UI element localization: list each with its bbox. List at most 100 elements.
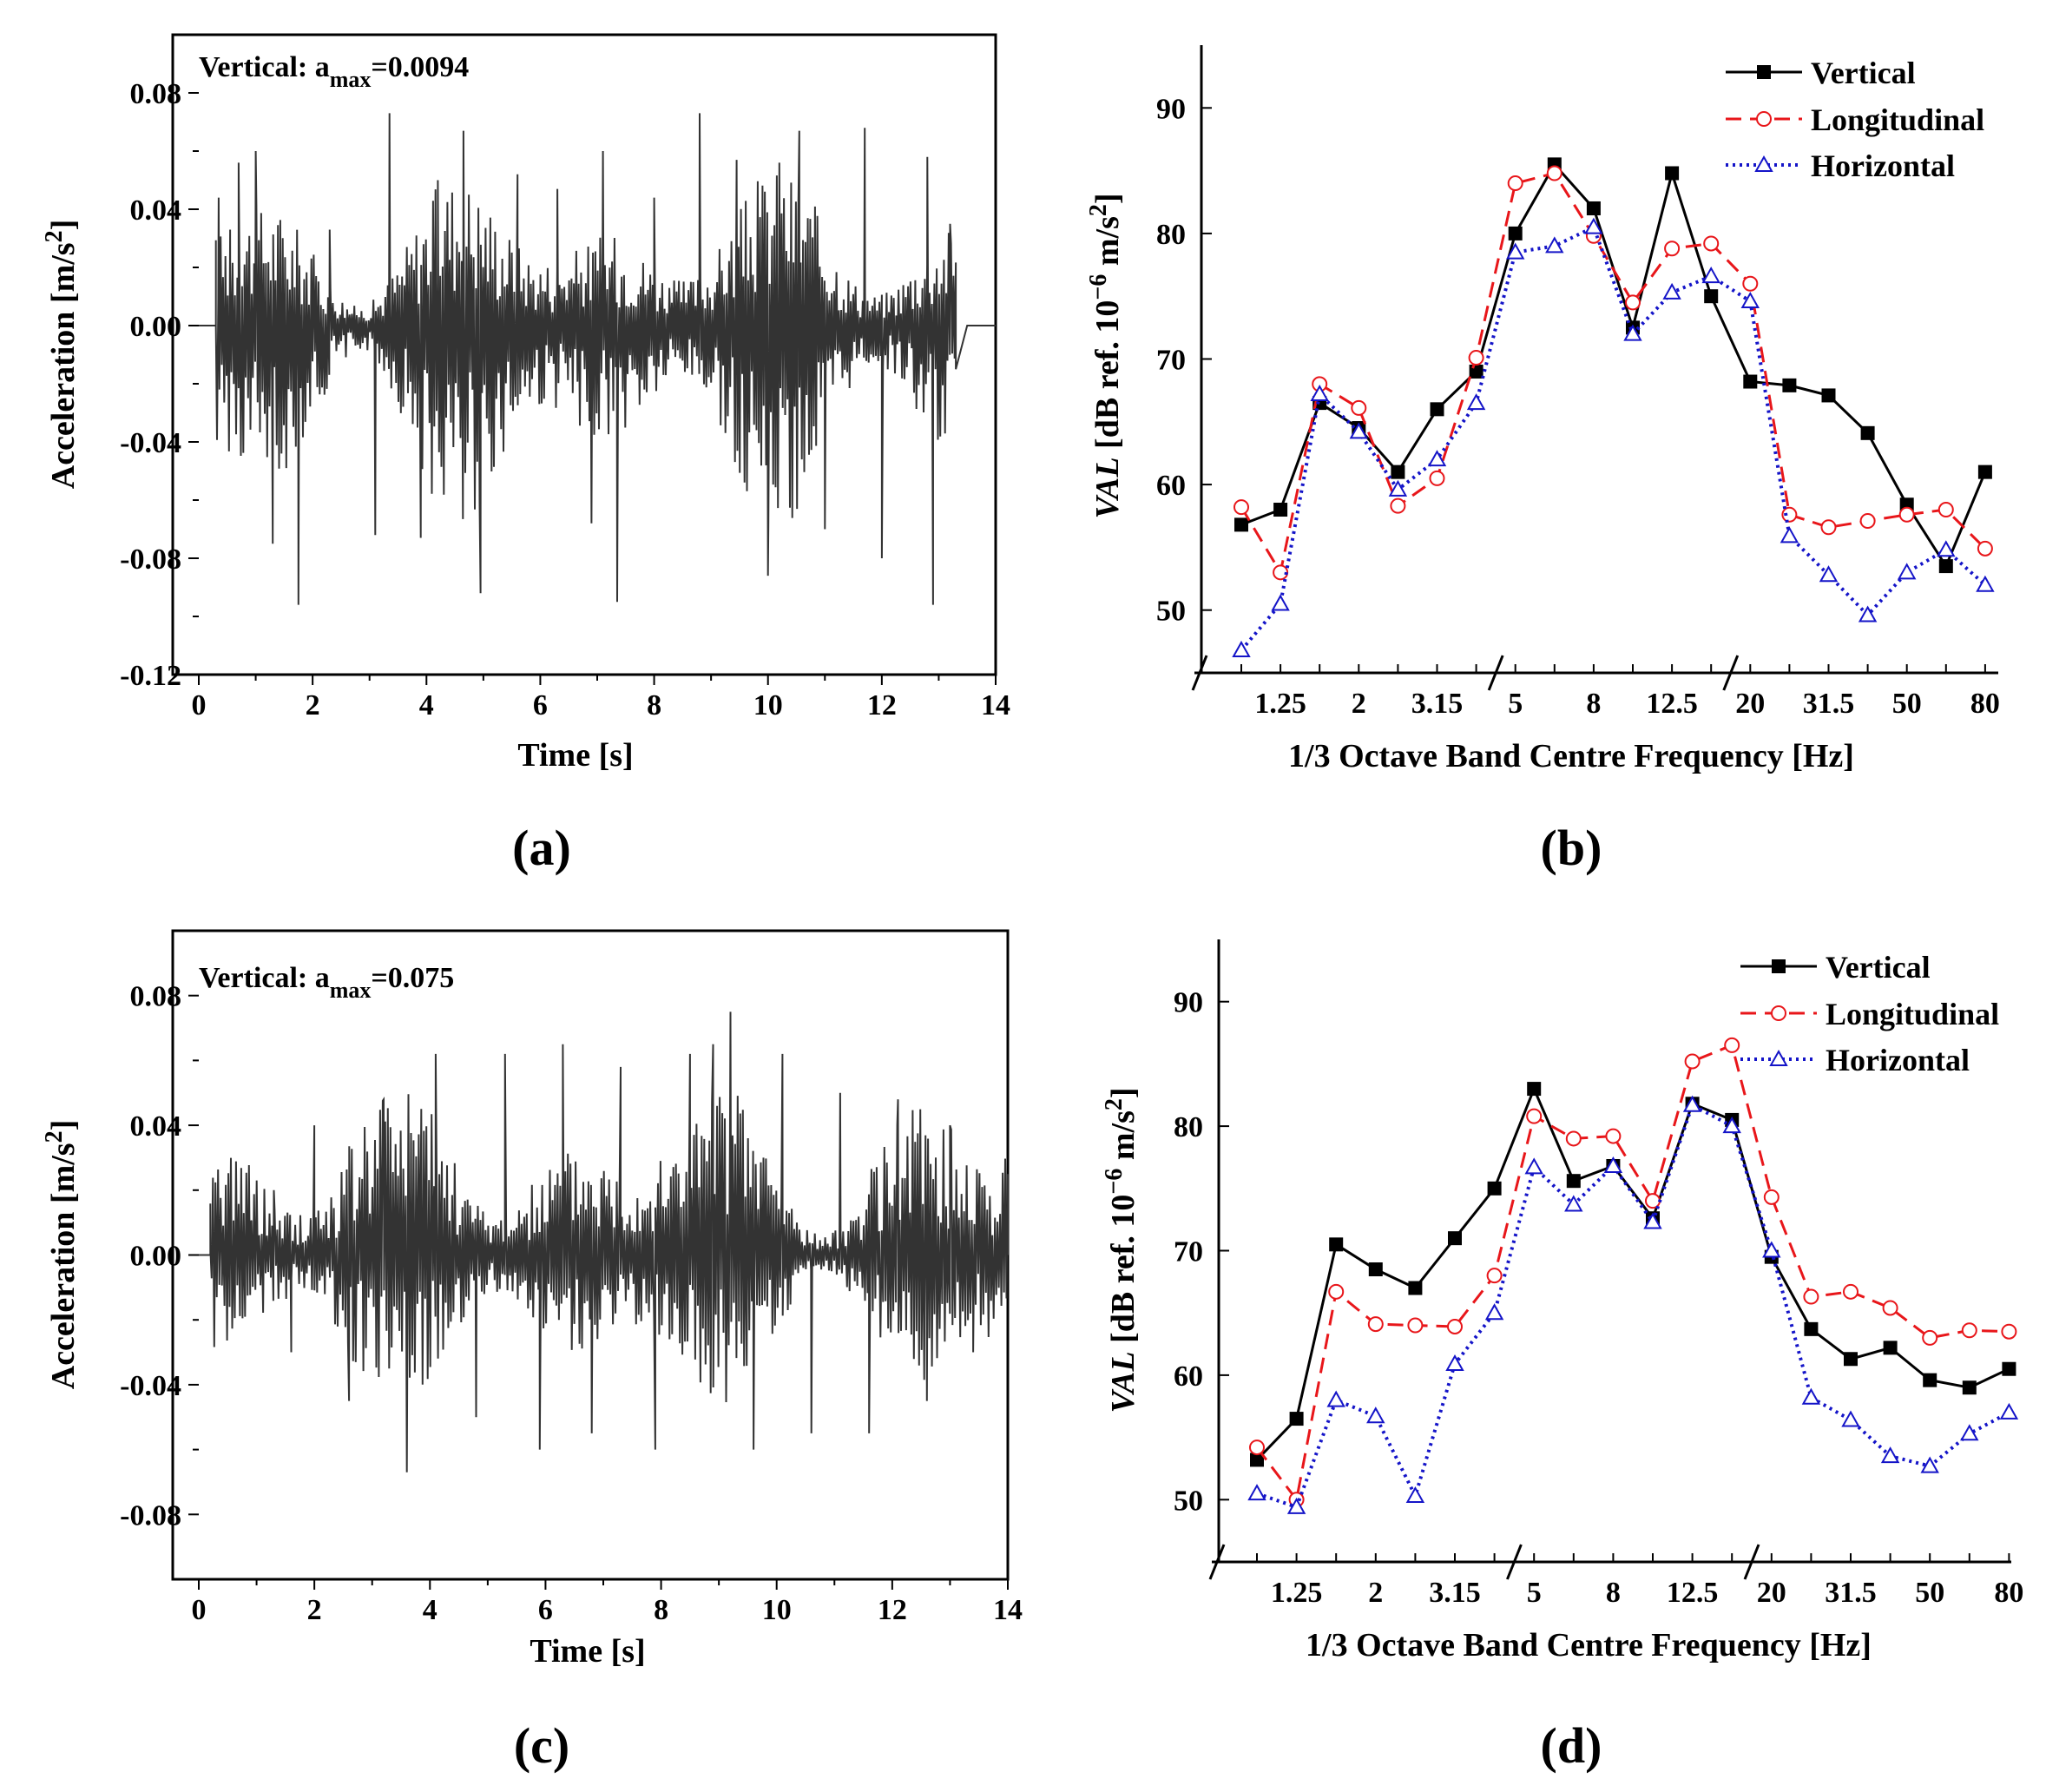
- panel-d-x-tick-label: 2: [1368, 1577, 1383, 1609]
- panel-d-point-horizontal: [1880, 1446, 1900, 1464]
- panel-a-x-tick-label: 6: [533, 689, 548, 721]
- panel-a-x-tick-label: 8: [647, 689, 661, 721]
- panel-a-x-tick-label: 2: [306, 689, 320, 721]
- panel-d-point-horizontal: [1564, 1195, 1583, 1212]
- panel-b-x-tick-label: 20: [1735, 688, 1765, 720]
- panel-d-point-vertical: [2002, 1361, 2016, 1376]
- panel-b-legend-horizontal: Horizontal: [1726, 148, 1955, 183]
- panel-b-point-vertical: [1860, 425, 1875, 440]
- panel-c-x-tick-label: 4: [423, 1594, 437, 1626]
- panel-d-point-longitudinal: [1724, 1037, 1740, 1053]
- panel-d-point-longitudinal: [1645, 1193, 1661, 1209]
- panel-b-series-horizontal: [1232, 217, 1995, 657]
- panel-d-axis-break: [1506, 1544, 1523, 1580]
- panel-d-point-vertical: [1883, 1341, 1898, 1355]
- panel-d-point-horizontal: [1326, 1390, 1345, 1407]
- panel-d-axis-ticks: 50 60 70 80 90 1.25 2 3.15 5 8 12.5 20 31.5 50 80: [1174, 987, 2023, 1609]
- panel-d-point-horizontal: [1366, 1407, 1385, 1424]
- panel-b-point-vertical: [1469, 364, 1484, 379]
- svg-text:Horizontal: Horizontal: [1811, 148, 1955, 183]
- panel-b-point-vertical: [1508, 226, 1523, 240]
- panel-b-point-longitudinal: [1507, 175, 1523, 192]
- panel-b-point-longitudinal: [1937, 502, 1954, 518]
- panel-c-x-tick-label: 0: [192, 1594, 207, 1626]
- panel-d-point-longitudinal: [1526, 1108, 1543, 1124]
- panel-b-point-longitudinal: [1351, 399, 1367, 416]
- panel-b-point-horizontal: [1623, 324, 1642, 341]
- panel-d-point-vertical: [1448, 1231, 1462, 1246]
- panel-a-y-tick-label: -0.12: [120, 660, 181, 692]
- panel-d-point-longitudinal: [1961, 1322, 1977, 1339]
- panel-b-point-horizontal: [1388, 479, 1408, 497]
- panel-d-point-horizontal: [1484, 1303, 1504, 1321]
- panel-b-point-vertical: [1234, 517, 1248, 532]
- panel-b-legend: Vertical Longitudinal Horizontal: [1726, 56, 1984, 183]
- panel-b-y-tick-label: 50: [1156, 596, 1186, 628]
- panel-b-point-vertical: [1391, 464, 1405, 479]
- panel-b-point-longitudinal: [1977, 540, 1993, 557]
- panel-b-line-longitudinal: [1240, 171, 1986, 576]
- panel-b-point-horizontal: [1545, 236, 1564, 254]
- panel-b-x-axis-title: 1/3 Octave Band Centre Frequency [Hz]: [1288, 738, 1854, 774]
- panel-d-point-vertical: [1329, 1237, 1344, 1252]
- panel-d-legend: Vertical Longitudinal Horizontal: [1740, 950, 1999, 1077]
- panel-b-point-vertical: [1665, 166, 1680, 181]
- panel-d-point-vertical: [1408, 1281, 1423, 1295]
- panel-a-y-tick-label: -0.04: [120, 427, 181, 459]
- panel-d-point-horizontal: [1960, 1424, 1979, 1441]
- panel-c-y-tick-label: 0.04: [130, 1110, 182, 1143]
- panel-d-x-tick-label: 5: [1527, 1577, 1542, 1609]
- panel-b-point-vertical: [1586, 201, 1601, 215]
- panel-b-y-axis-title: VAL [dB ref. 10−6 m/s2]: [1085, 193, 1126, 518]
- panel-b-axis-breaks: [1191, 655, 1740, 691]
- panel-b-axis-break: [1722, 655, 1740, 691]
- panel-d-axis-break: [1743, 1544, 1760, 1580]
- panel-c-annotation: Vertical: amax=0.075: [199, 962, 454, 1003]
- panel-b-line-horizontal: [1240, 224, 1987, 652]
- panel-b-point-longitudinal: [1703, 235, 1720, 252]
- panel-b-point-vertical: [1977, 464, 1992, 479]
- panel-b-line-vertical: [1240, 161, 1987, 570]
- panel-a-label: (a): [512, 820, 571, 876]
- panel-d-point-vertical: [1962, 1380, 1977, 1395]
- panel-b-x-tick-label: 31.5: [1803, 688, 1855, 720]
- panel-b-y-tick-label: 90: [1156, 93, 1186, 125]
- panel-b-y-tick-label: 80: [1156, 219, 1186, 251]
- panel-a-y-tick-label: 0.08: [130, 78, 182, 110]
- panel-d-point-vertical: [1804, 1321, 1819, 1336]
- panel-d-point-vertical: [1487, 1181, 1502, 1196]
- panel-b-label: (b): [1541, 820, 1602, 876]
- panel-b-point-longitudinal: [1664, 240, 1681, 257]
- panel-d-legend-longitudinal: Longitudinal: [1740, 997, 1999, 1031]
- panel-b-point-horizontal: [1937, 540, 1956, 557]
- panel-d-x-tick-label: 3.15: [1429, 1577, 1481, 1609]
- panel-b-point-horizontal: [1740, 291, 1760, 308]
- panel-d-point-longitudinal: [2001, 1323, 2017, 1340]
- panel-b-point-horizontal: [1232, 640, 1251, 657]
- panel-b-y-tick-label: 70: [1156, 345, 1186, 377]
- panel-d-y-axis-title: VAL [dB ref. 10−6 m/s2]: [1101, 1087, 1141, 1413]
- panel-d-point-vertical: [1527, 1082, 1542, 1097]
- panel-d: 50 60 70 80 90 1.25 2 3.15 5 8 12.5 20 31.5 50 80 Vert…: [1101, 939, 2023, 1774]
- panel-b-point-vertical: [1743, 374, 1758, 389]
- panel-d-point-horizontal: [1999, 1402, 2019, 1420]
- panel-b-point-horizontal: [1310, 384, 1329, 401]
- panel-d-legend-vertical: Vertical: [1740, 950, 1931, 985]
- panel-d-point-horizontal: [1603, 1156, 1623, 1173]
- panel-d-point-vertical: [1250, 1453, 1264, 1467]
- panel-d-point-vertical: [1923, 1373, 1937, 1387]
- panel-c-y-tick-label: 0.08: [130, 981, 182, 1013]
- panel-d-point-vertical: [1566, 1174, 1581, 1189]
- panel-d-point-vertical: [1289, 1412, 1304, 1426]
- panel-d-point-horizontal: [1682, 1095, 1702, 1112]
- panel-a-x-tick-label: 14: [981, 689, 1010, 721]
- panel-d-point-horizontal: [1405, 1486, 1425, 1503]
- panel-b-point-longitudinal: [1625, 294, 1641, 311]
- panel-a-y-tick-label: 0.04: [130, 194, 182, 227]
- panel-b-point-horizontal: [1505, 242, 1525, 260]
- panel-b: 50 60 70 80 90 1.25 2 3.15 5 8 12.5 20 31.5 50 80 Vert…: [1085, 45, 2000, 876]
- panel-b-point-longitudinal: [1859, 513, 1876, 530]
- panel-b-point-vertical: [1704, 289, 1719, 304]
- panel-d-legend-horizontal: Horizontal: [1740, 1043, 1970, 1077]
